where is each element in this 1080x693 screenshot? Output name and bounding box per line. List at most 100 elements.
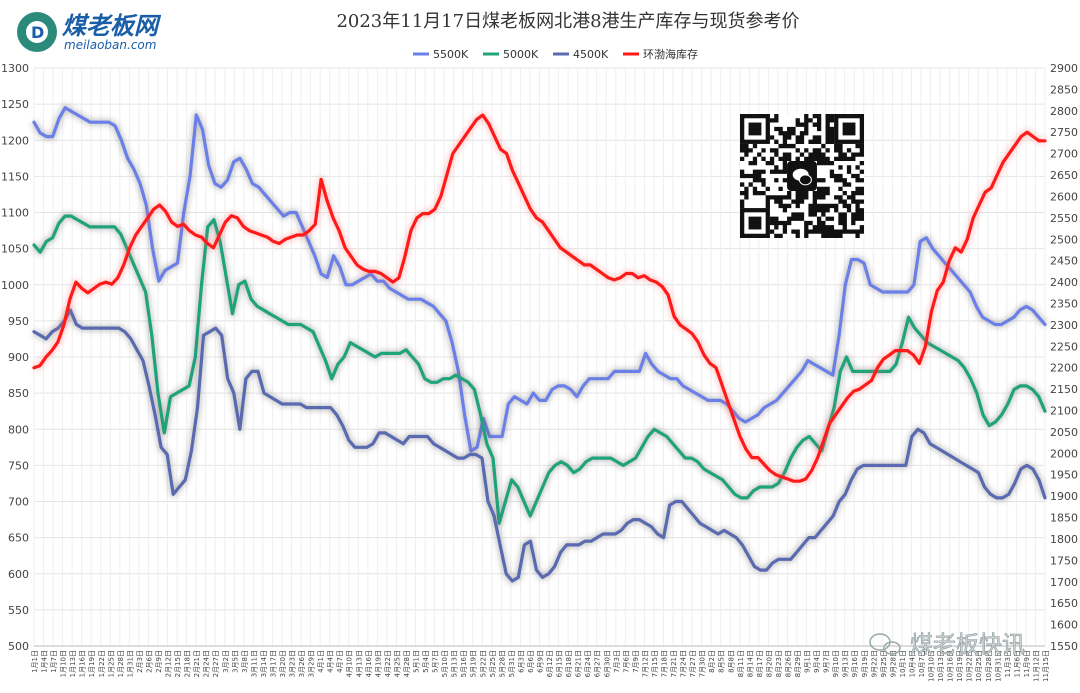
x-tick-label: 6月21日	[575, 650, 583, 677]
x-tick-label: 1月1日	[31, 650, 39, 673]
chart-title: 2023年11月17日煤老板网北港8港生产库存与现货参考价	[336, 11, 799, 32]
x-tick-label: 3月17日	[269, 650, 277, 677]
x-tick-label: 6月12日	[546, 650, 554, 677]
x-tick-label: 8月8日	[727, 650, 735, 673]
y-right-tick-label: 1850	[1050, 512, 1078, 525]
x-tick-label: 10月16日	[947, 650, 955, 682]
watermark: 煤老板快讯	[869, 632, 1025, 658]
x-tick-label: 1月4日	[41, 650, 49, 673]
x-tick-label: 2月6日	[145, 650, 153, 673]
wechat-center-icon-small	[798, 174, 812, 186]
x-tick-label: 9月25日	[880, 650, 888, 677]
y-right-tick-label: 2800	[1050, 105, 1078, 118]
x-tick-label: 11月12日	[1032, 650, 1040, 682]
y-left-tick-label: 1200	[1, 134, 29, 147]
x-tick-label: 8月26日	[784, 650, 792, 677]
qr-finder-core	[748, 122, 762, 136]
series-line	[32, 106, 1047, 453]
x-tick-label: 9月7日	[823, 650, 831, 673]
qr-finder-core	[842, 122, 856, 136]
logo-inner	[26, 21, 48, 43]
y-right-tick-label: 2400	[1050, 276, 1078, 289]
x-tick-label: 6月6日	[527, 650, 535, 673]
x-tick-label: 1月13日	[69, 650, 77, 677]
x-tick-label: 6月18日	[565, 650, 573, 677]
x-tick-label: 2月9日	[155, 650, 163, 673]
y-right-tick-label: 2350	[1050, 297, 1078, 310]
y-right-tick-label: 1950	[1050, 469, 1078, 482]
x-tick-label: 7月18日	[660, 650, 668, 677]
y-right-tick-label: 2500	[1050, 233, 1078, 246]
brand-logo: D 煤老板网 meilaoban.com	[17, 12, 162, 52]
y-left-tick-label: 800	[8, 423, 29, 436]
y-left-tick-label: 1150	[1, 170, 29, 183]
y-left-tick-label: 1250	[1, 98, 29, 111]
x-tick-label: 5月10日	[441, 650, 449, 677]
y-left-tick-label: 500	[8, 640, 29, 653]
y-right-tick-label: 2150	[1050, 383, 1078, 396]
x-tick-label: 10月25日	[975, 650, 983, 682]
x-tick-label: 6月15日	[556, 650, 564, 677]
series-group	[31, 104, 1048, 584]
grid	[33, 67, 1046, 647]
x-tick-label: 11月15日	[1042, 650, 1050, 682]
y-left-tick-label: 750	[8, 459, 29, 472]
x-tick-label: 11月9日	[1023, 650, 1031, 677]
x-tick-label: 7月30日	[699, 650, 707, 677]
legend-label: 4500K	[573, 48, 609, 61]
x-tick-label: 7月24日	[680, 650, 688, 677]
y-right-tick-label: 1600	[1050, 619, 1078, 632]
y-right-tick-label: 1650	[1050, 597, 1078, 610]
x-tick-label: 4月13日	[355, 650, 363, 677]
y-right-tick-label: 2300	[1050, 319, 1078, 332]
y-right-tick-label: 1550	[1050, 640, 1078, 653]
x-tick-label: 6月27日	[594, 650, 602, 677]
x-axis: 1月1日 1月4日 1月7日 1月10日 1月13日 1月16日 1月19日 1月22日 1月2…	[31, 645, 1050, 682]
x-tick-label: 2月3日	[136, 650, 144, 673]
x-tick-label: 4月25日	[393, 650, 401, 677]
x-tick-label: 8月17日	[756, 650, 764, 677]
x-tick-label: 6月24日	[584, 650, 592, 677]
x-tick-label: 4月22日	[384, 650, 392, 677]
x-tick-label: 2月24日	[203, 650, 211, 677]
x-tick-label: 4月1日	[317, 650, 325, 673]
x-tick-label: 9月16日	[851, 650, 859, 677]
x-tick-label: 10月31日	[994, 650, 1002, 682]
x-tick-label: 2月21日	[193, 650, 201, 677]
legend-label: 5000K	[503, 48, 539, 61]
wechat-icon-small	[883, 641, 901, 655]
x-tick-label: 7月3日	[613, 650, 621, 673]
x-tick-label: 3月8日	[241, 650, 249, 673]
x-tick-label: 8月29日	[794, 650, 802, 677]
y-right-tick-label: 1800	[1050, 533, 1078, 546]
qr-code	[740, 114, 864, 238]
x-tick-label: 3月20日	[279, 650, 287, 677]
x-tick-label: 4月4日	[327, 650, 335, 673]
x-tick-label: 6月9日	[537, 650, 545, 673]
x-tick-label: 5月22日	[479, 650, 487, 677]
x-tick-label: 6月3日	[517, 650, 525, 673]
y-right-tick-label: 2900	[1050, 62, 1078, 75]
x-tick-label: 2月12日	[165, 650, 173, 677]
x-tick-label: 8月11日	[737, 650, 745, 677]
x-tick-label: 5月25日	[489, 650, 497, 677]
x-tick-label: 9月1日	[804, 650, 812, 673]
x-tick-label: 5月16日	[460, 650, 468, 677]
x-tick-label: 9月19日	[861, 650, 869, 677]
x-tick-label: 5月28日	[498, 650, 506, 677]
legend-label: 环渤海库存	[643, 47, 698, 61]
x-tick-label: 8月5日	[718, 650, 726, 673]
legend-label: 5500K	[433, 48, 469, 61]
y-left-axis: 500 550 600 650 700 750 800 850 900 950 1000 1050 11…	[1, 62, 29, 653]
brand-name: 煤老板网	[62, 12, 162, 40]
y-right-tick-label: 1900	[1050, 490, 1078, 503]
x-tick-label: 5月1日	[413, 650, 421, 673]
x-tick-label: 7月12日	[641, 650, 649, 677]
x-tick-label: 4月19日	[374, 650, 382, 677]
x-tick-label: 11月3日	[1004, 650, 1012, 677]
y-left-tick-label: 600	[8, 568, 29, 581]
x-tick-label: 4月7日	[336, 650, 344, 673]
x-tick-label: 3月26日	[298, 650, 306, 677]
x-tick-label: 8月2日	[708, 650, 716, 673]
